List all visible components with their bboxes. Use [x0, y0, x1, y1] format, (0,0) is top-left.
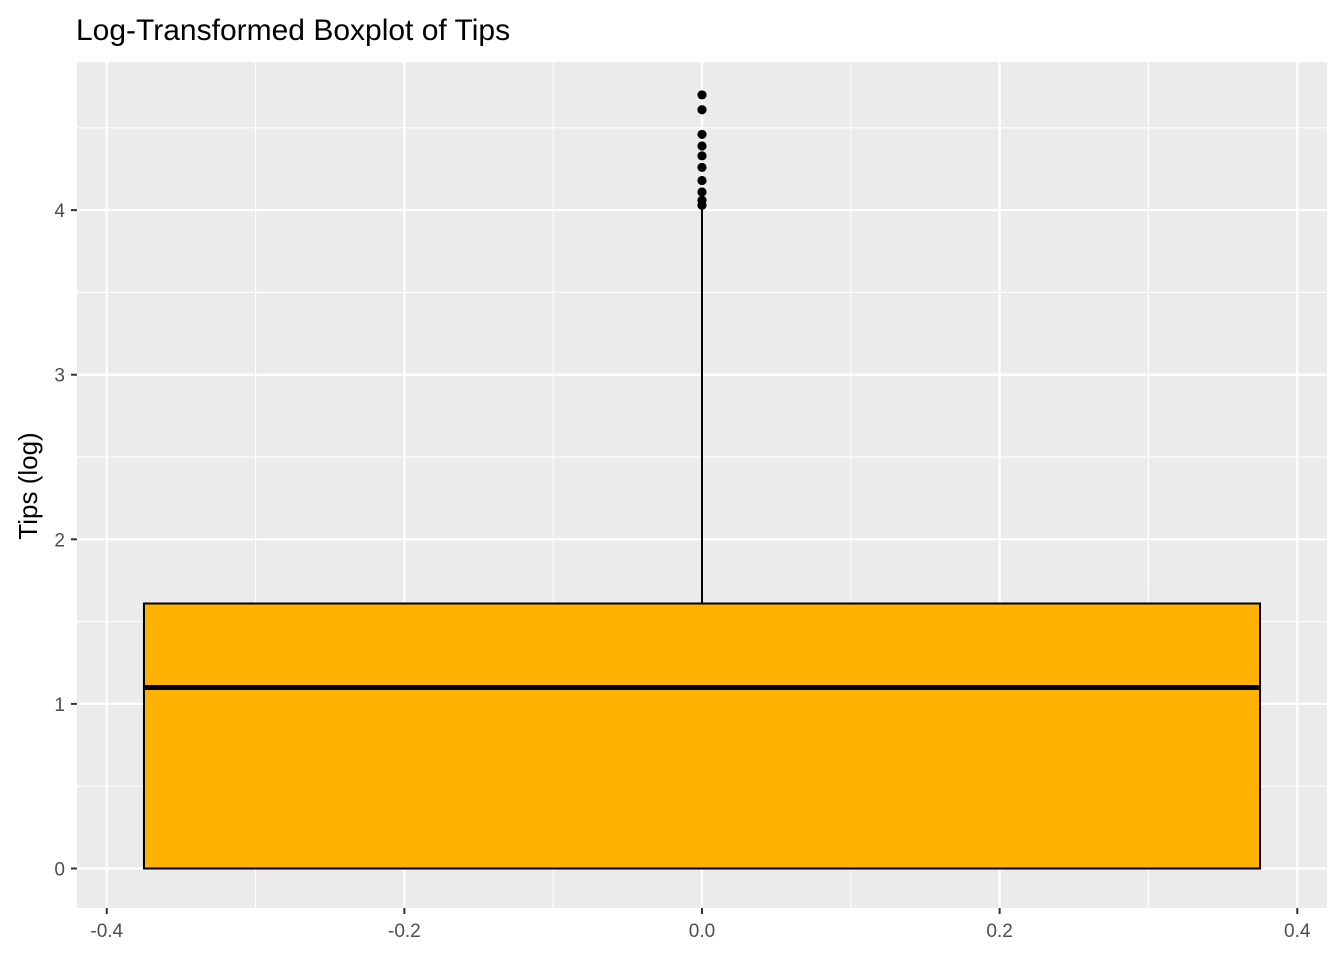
- x-axis: -0.4 -0.2 0.0 0.2 0.4: [90, 908, 1311, 942]
- y-tick-label: 2: [54, 530, 65, 551]
- y-axis: 0 1 2 3 4: [54, 201, 77, 880]
- outlier-point: [697, 175, 707, 186]
- outlier-point: [697, 162, 707, 172]
- x-tick-label: -0.2: [388, 921, 421, 942]
- x-tick-label: -0.4: [90, 921, 123, 942]
- y-axis-title: Tips (log): [13, 432, 43, 539]
- x-tick-label: 0.2: [986, 921, 1012, 942]
- outlier-point: [697, 141, 707, 151]
- x-tick-label: 0.0: [689, 921, 715, 942]
- y-tick-label: 4: [54, 201, 65, 222]
- y-tick-label: 1: [54, 695, 65, 716]
- y-tick-label: 0: [54, 859, 65, 880]
- outlier-point: [697, 105, 707, 115]
- x-tick-label: 0.4: [1284, 921, 1311, 942]
- outlier-point: [697, 90, 707, 100]
- box-marks: [142, 90, 1262, 870]
- chart-title: Log-Transformed Boxplot of Tips: [76, 14, 510, 47]
- outlier-point: [697, 129, 707, 140]
- box-iqr: [142, 602, 1262, 870]
- outlier-point: [697, 195, 707, 205]
- outlier-point: [697, 151, 707, 161]
- y-tick-label: 3: [54, 366, 65, 387]
- outlier-point: [697, 187, 707, 197]
